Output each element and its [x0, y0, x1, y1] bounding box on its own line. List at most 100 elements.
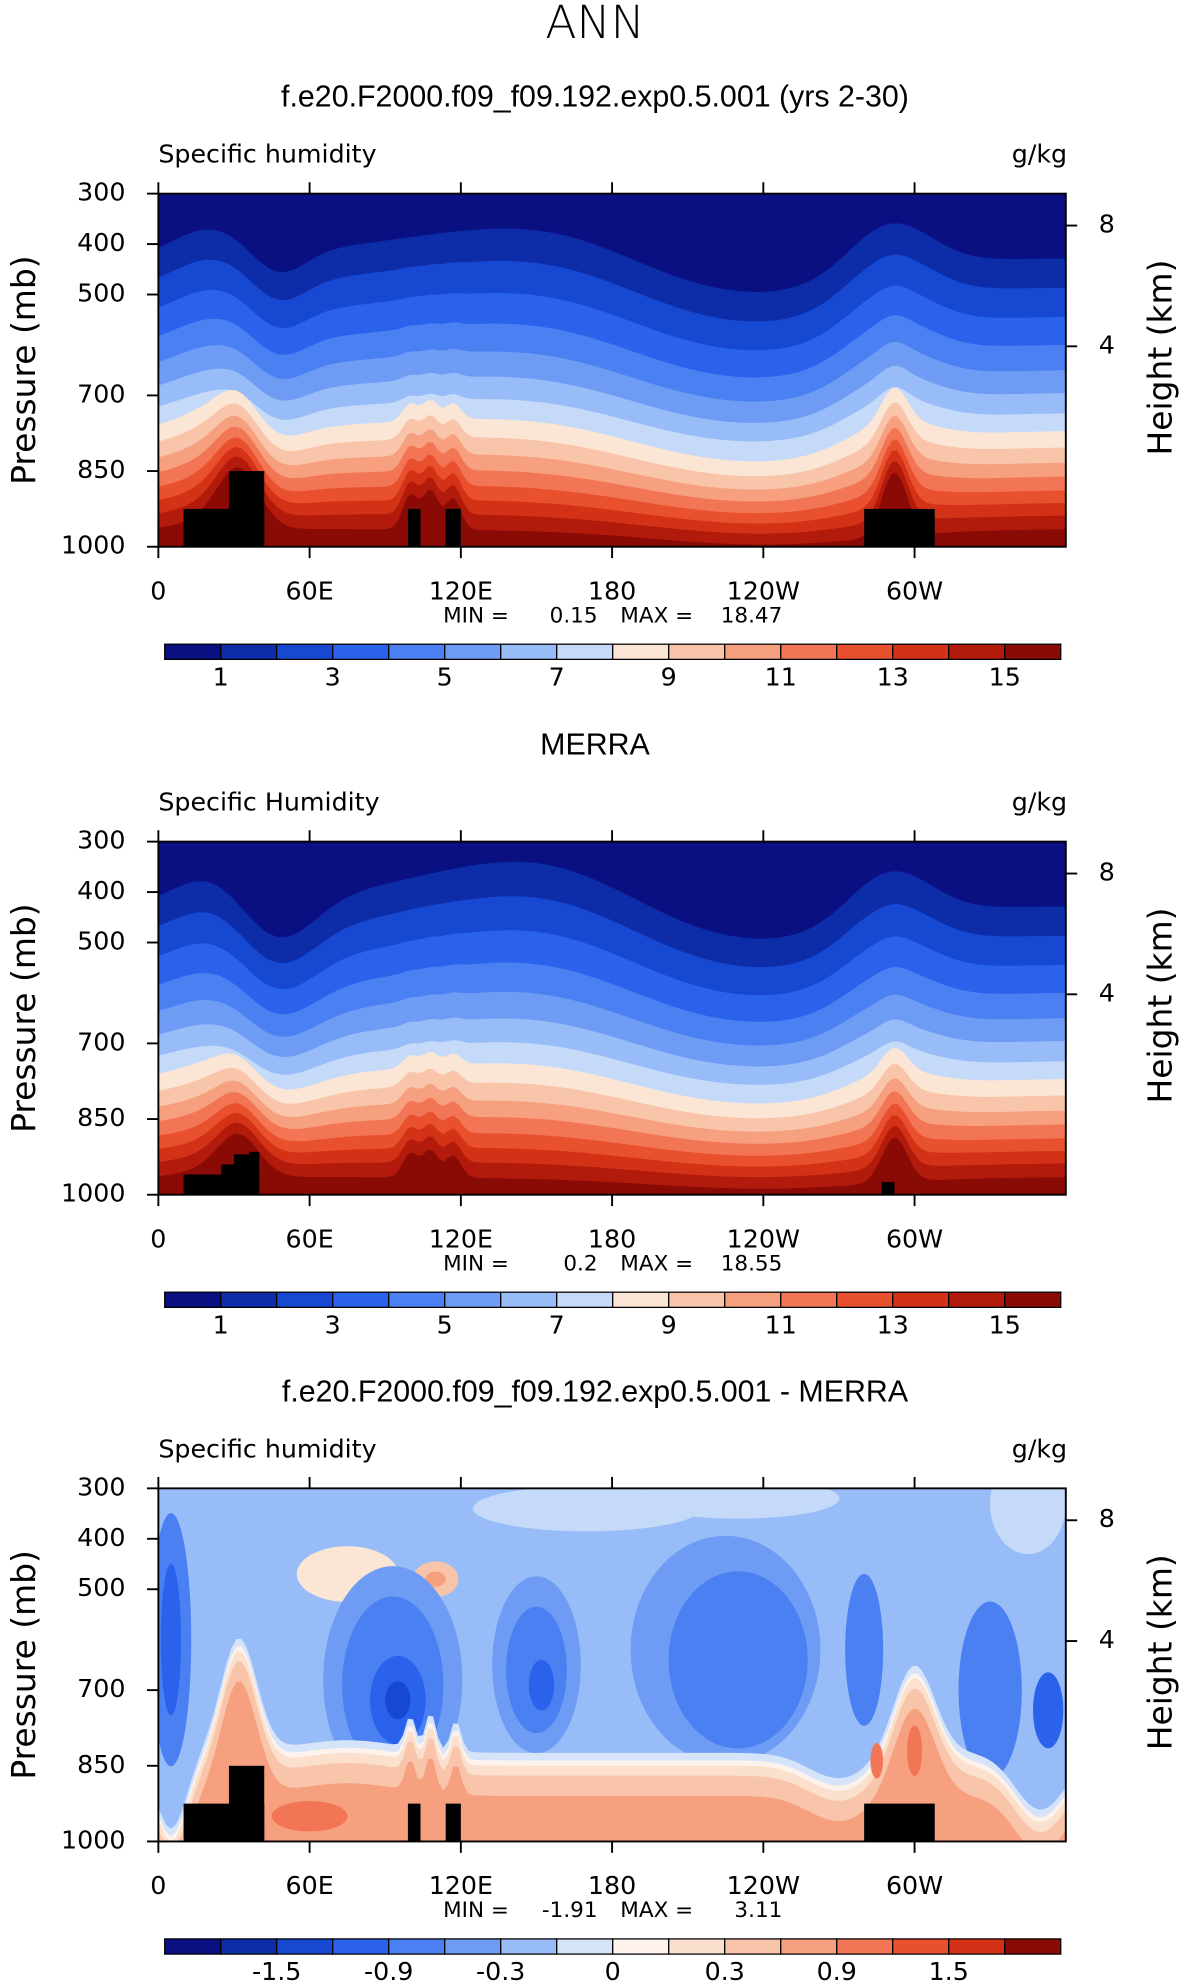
colorbar-box — [724, 1291, 782, 1309]
colorbar-box — [444, 1291, 502, 1309]
y-tick-label: 400 — [77, 228, 125, 257]
colorbar-label: 1.5 — [929, 1957, 969, 1986]
page-title: ANN — [545, 0, 644, 49]
y-tick-label: 300 — [77, 178, 125, 207]
topography — [249, 1151, 260, 1195]
units: g/kg — [1012, 140, 1067, 169]
colorbar-label: 0.9 — [817, 1957, 857, 1986]
contour-band — [668, 1571, 808, 1749]
max-value: 18.47 — [721, 603, 783, 628]
x-tick-label: 60E — [286, 1224, 334, 1253]
min-label: MIN = — [443, 603, 509, 628]
colorbar-box — [332, 643, 390, 661]
colorbar-label: 5 — [437, 1310, 453, 1339]
max-label: MAX = — [620, 603, 693, 628]
topography — [228, 471, 265, 547]
colorbar-box — [892, 1938, 950, 1955]
colorbar-label: -1.5 — [252, 1957, 301, 1986]
y-tick-label: 300 — [77, 826, 125, 855]
topography — [881, 1182, 895, 1195]
max-value: 18.55 — [721, 1251, 783, 1276]
colorbar-box — [220, 1291, 278, 1309]
y2-tick-label: 4 — [1099, 1625, 1115, 1654]
colorbar-box — [1004, 643, 1062, 661]
y-axis-label: Pressure (mb) — [4, 1550, 43, 1779]
contour-band — [158, 456, 1066, 547]
x-tick-label: 60W — [886, 576, 943, 605]
colorbar-label: 15 — [989, 1310, 1021, 1339]
contour-band — [1032, 1672, 1064, 1749]
min-value: -1.91 — [542, 1898, 598, 1923]
max-label: MAX = — [620, 1251, 693, 1276]
subtitle: Specific Humidity — [158, 788, 379, 817]
y-tick-label: 500 — [77, 279, 125, 308]
topography — [445, 1803, 461, 1842]
colorbar-label: 11 — [765, 1310, 797, 1339]
y-tick-label: 850 — [77, 1103, 125, 1132]
colorbar-box — [836, 643, 894, 661]
colorbar-box — [892, 643, 950, 661]
colorbar-label: 9 — [661, 1310, 677, 1339]
colorbar-box — [164, 1291, 222, 1309]
contour-band — [528, 1659, 555, 1711]
colorbar-box — [668, 1291, 726, 1309]
contour-band — [425, 1571, 446, 1587]
x-tick-label: 120W — [727, 576, 800, 605]
colorbar-box — [612, 643, 670, 661]
colorbar-box — [780, 1938, 838, 1955]
min-value: 0.15 — [550, 603, 598, 628]
colorbar-box — [276, 1291, 334, 1309]
y-tick-label: 700 — [77, 1674, 125, 1703]
colorbar-label: -0.3 — [476, 1957, 525, 1986]
colorbar-box — [332, 1291, 390, 1309]
colorbar-label: 11 — [765, 662, 797, 691]
contour-band — [158, 1133, 1066, 1195]
colorbar-box — [500, 1938, 558, 1955]
contour-band — [906, 1725, 923, 1776]
units: g/kg — [1012, 788, 1067, 817]
colorbar-box — [164, 1938, 222, 1955]
topography — [228, 1765, 265, 1842]
colorbar-box — [948, 1291, 1006, 1309]
min-value: 0.2 — [563, 1251, 597, 1276]
contour-band — [158, 1122, 1066, 1195]
y-tick-label: 850 — [77, 1750, 125, 1779]
colorbar-box — [612, 1938, 670, 1955]
y2-tick-label: 4 — [1099, 978, 1115, 1007]
colorbar-label: 7 — [549, 662, 565, 691]
y-tick-label: 700 — [77, 1027, 125, 1056]
y2-axis-label: Height (km) — [1140, 260, 1179, 456]
colorbar-box — [276, 643, 334, 661]
x-tick-label: 180 — [588, 1224, 636, 1253]
y-tick-label: 1000 — [61, 1825, 125, 1854]
panel-title: f.e20.F2000.f09_f09.192.exp0.5.001 (yrs … — [281, 81, 909, 114]
contour-band — [990, 1488, 1066, 1555]
colorbar-box — [724, 643, 782, 661]
colorbar-box — [948, 1938, 1006, 1955]
contour-band — [958, 1601, 1022, 1779]
units: g/kg — [1012, 1434, 1067, 1463]
colorbar-box — [668, 1938, 726, 1955]
colorbar-box — [388, 643, 446, 661]
colorbar-box — [164, 643, 222, 661]
y2-axis-label: Height (km) — [1140, 908, 1179, 1104]
topography — [864, 1803, 935, 1842]
colorbar-box — [500, 643, 558, 661]
colorbar-label: 5 — [437, 662, 453, 691]
colorbar-box — [332, 1938, 390, 1955]
x-tick-label: 120W — [727, 1871, 800, 1900]
colorbar-label: 0 — [605, 1957, 621, 1986]
y-tick-label: 400 — [77, 876, 125, 905]
colorbar-box — [556, 1291, 614, 1309]
colorbar-label: 9 — [661, 662, 677, 691]
colorbar-label: 0.3 — [705, 1957, 745, 1986]
x-tick-label: 60W — [886, 1871, 943, 1900]
colorbar-box — [444, 1938, 502, 1955]
topography — [864, 508, 935, 547]
contour-band — [271, 1801, 348, 1832]
colorbar-box — [1004, 1938, 1062, 1955]
x-tick-label: 0 — [150, 576, 166, 605]
panel-title: f.e20.F2000.f09_f09.192.exp0.5.001 - MER… — [282, 1375, 909, 1408]
y-tick-label: 400 — [77, 1523, 125, 1552]
